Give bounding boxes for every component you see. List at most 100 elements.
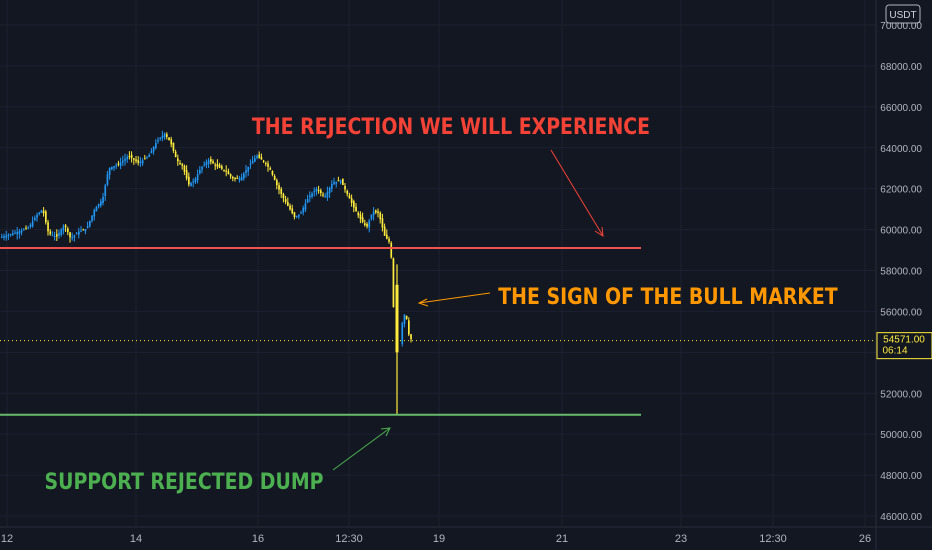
candle-body xyxy=(192,181,195,183)
candle-body xyxy=(102,196,104,204)
candle-body xyxy=(31,221,34,227)
candle-body xyxy=(339,180,342,183)
candle-body xyxy=(218,165,221,168)
candle-body xyxy=(199,169,201,174)
candle-body xyxy=(355,206,357,212)
candle-body xyxy=(82,229,85,231)
candle-body xyxy=(289,205,291,210)
time-tick-label: 12:30 xyxy=(759,533,787,545)
candle-body xyxy=(45,211,47,223)
bull-market-annotation[interactable]: THE SIGN OF THE BULL MARKET xyxy=(498,284,837,310)
rejection-annotation[interactable]: THE REJECTION WE WILL EXPERIENCE xyxy=(252,114,650,140)
candle-body xyxy=(95,206,98,212)
support-arrow[interactable] xyxy=(332,427,391,471)
candle-body xyxy=(309,195,311,198)
candle-body xyxy=(84,229,87,232)
candle-body xyxy=(181,164,184,166)
candle-body xyxy=(128,156,131,158)
candle-body xyxy=(3,236,5,238)
currency-badge-box xyxy=(885,4,921,24)
candle-body xyxy=(306,198,309,203)
candle-body xyxy=(276,180,278,185)
candle-body xyxy=(256,156,258,158)
price-tick-label: 68000.00 xyxy=(880,62,922,73)
price-tick-label: 58000.00 xyxy=(880,267,922,278)
rejection-arrow[interactable] xyxy=(550,149,604,237)
candle-body xyxy=(86,226,89,228)
candle-body xyxy=(111,166,113,170)
time-axis[interactable]: 12 14 16 12:30 19 21 23 12:30 26 xyxy=(1,533,871,545)
candle-body xyxy=(12,233,14,236)
candle-body xyxy=(322,194,324,196)
candle-body xyxy=(262,160,265,162)
candle-countdown: 06:14 xyxy=(882,346,907,357)
candle-body xyxy=(298,214,300,217)
candle-body xyxy=(350,198,353,203)
bull-market-arrow[interactable] xyxy=(417,292,491,307)
time-tick-label: 19 xyxy=(433,533,445,545)
price-tick-label: 60000.00 xyxy=(880,226,922,237)
candle-body xyxy=(27,227,30,229)
candle-body xyxy=(183,165,186,172)
candle-body xyxy=(80,230,82,232)
candle-body xyxy=(227,171,230,175)
candle-body xyxy=(38,212,41,215)
candle-body xyxy=(148,154,151,157)
candle-body xyxy=(324,195,327,197)
candle-body xyxy=(1,236,3,238)
candle-body xyxy=(388,238,390,242)
candle-body xyxy=(232,177,234,179)
candle-body xyxy=(106,174,109,185)
candle-body xyxy=(405,315,408,319)
current-price-label: 54571.00 06:14 xyxy=(876,332,932,360)
candle-body xyxy=(5,235,8,238)
candle-body xyxy=(194,178,197,183)
candle-body xyxy=(137,160,140,163)
candle-body xyxy=(196,174,199,181)
price-tick-label: 62000.00 xyxy=(880,185,922,196)
candle-body xyxy=(139,161,142,164)
candle-body xyxy=(144,158,146,160)
candle-body xyxy=(337,180,340,182)
candle-body xyxy=(97,204,100,207)
candle-body xyxy=(333,182,335,185)
candle-body xyxy=(251,161,254,164)
candle-body xyxy=(64,225,67,227)
candle-body xyxy=(267,163,269,167)
candle-body xyxy=(100,201,102,206)
candle-body xyxy=(238,178,241,181)
candle-body xyxy=(320,190,322,193)
candle-body xyxy=(69,232,71,238)
dump-candle-body[interactable] xyxy=(395,284,399,353)
candle-body xyxy=(168,137,170,141)
candle-body xyxy=(359,214,362,220)
candle-body xyxy=(278,185,280,190)
candle-body xyxy=(42,210,45,214)
candle-body xyxy=(133,158,135,160)
candle-body xyxy=(188,176,190,185)
candle-body xyxy=(16,232,19,235)
candle-body xyxy=(23,229,25,231)
candle-body xyxy=(177,158,179,162)
candle-body xyxy=(49,231,52,235)
candle-body xyxy=(225,170,228,172)
candle-body xyxy=(375,210,377,213)
candle-body xyxy=(364,223,366,226)
candle-body xyxy=(210,159,212,162)
candle-body xyxy=(60,229,63,235)
candle-body xyxy=(313,191,316,193)
currency-badge[interactable]: USDT xyxy=(889,10,916,21)
candle-body xyxy=(56,234,58,237)
candle-body xyxy=(130,154,133,159)
candle-body xyxy=(67,228,69,233)
candle-body xyxy=(280,188,283,194)
candle-body xyxy=(335,181,338,184)
support-annotation[interactable]: SUPPORT REJECTED DUMP xyxy=(44,469,323,495)
candle-body xyxy=(89,220,91,227)
candle-body xyxy=(342,178,344,185)
candle-body xyxy=(14,232,16,234)
candle-body xyxy=(71,237,74,239)
candle-body xyxy=(207,160,210,164)
candle-body xyxy=(236,177,239,179)
